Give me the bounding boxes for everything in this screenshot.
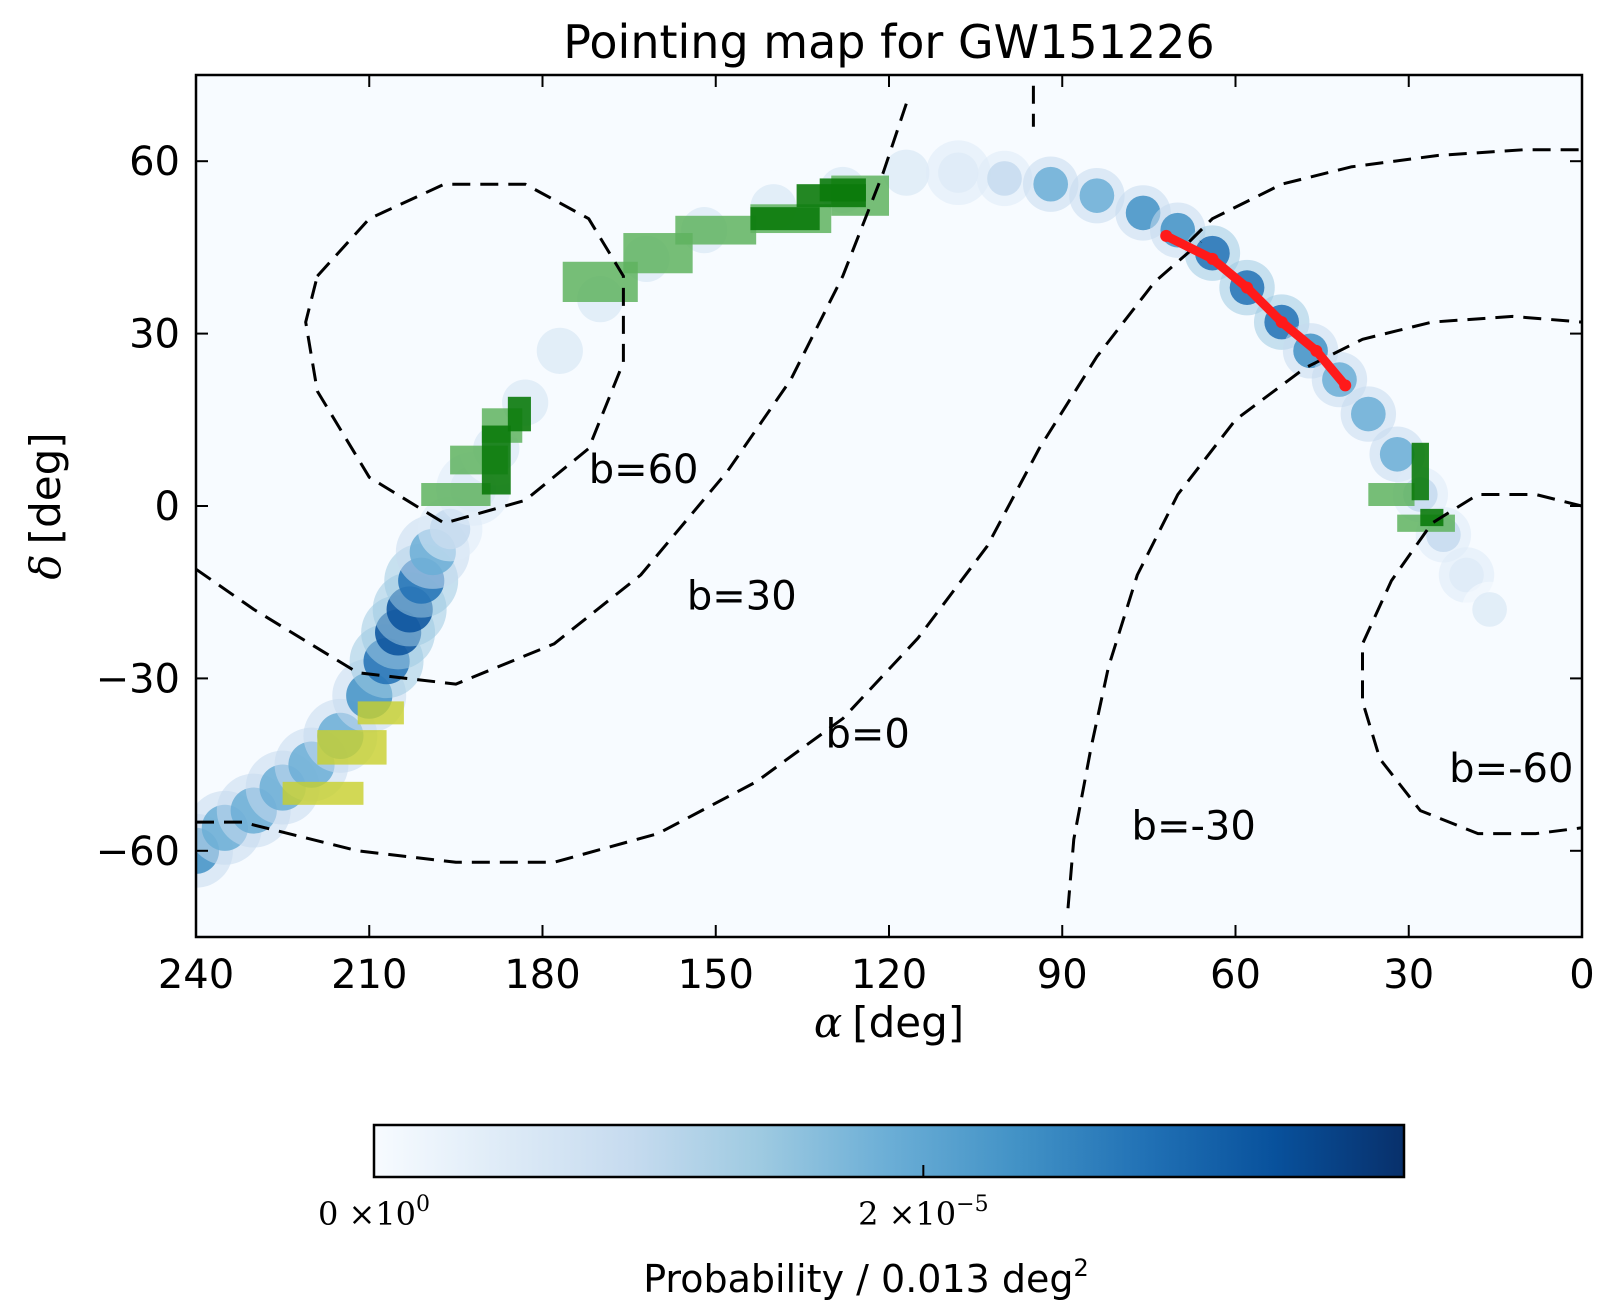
red-track-point xyxy=(1160,229,1173,242)
contour-labels: b=60 b=30 b=0 b=-30 b=-60 xyxy=(589,447,1574,849)
red-track-point xyxy=(1206,252,1219,265)
x-tick-label: 120 xyxy=(851,952,927,998)
colorbar-ticks: 0 ×100 2 ×10−5 xyxy=(318,1165,989,1233)
pointing-tile xyxy=(819,178,866,202)
colorbar xyxy=(372,1123,1406,1179)
colorbar-label-main: Probability / 0.013 deg xyxy=(643,1257,1073,1301)
contour-line xyxy=(1361,493,1582,836)
colorbar-tick-label: 2 ×10−5 xyxy=(858,1192,989,1233)
x-axis: 240 210 180 150 120 90 60 30 0 xyxy=(158,75,1595,998)
band-point xyxy=(1079,178,1115,214)
x-tick-label: 180 xyxy=(504,952,580,998)
band-point xyxy=(536,327,583,374)
galactic-latitude-contours xyxy=(196,75,1582,909)
x-axis-symbol: α xyxy=(814,998,842,1047)
red-tiling-track xyxy=(1160,229,1352,392)
telescope-pointings xyxy=(282,175,1455,805)
x-tick-label: 210 xyxy=(331,952,407,998)
red-track-point xyxy=(1275,316,1288,329)
y-axis: 60 30 0 −30 −60 xyxy=(96,139,1582,875)
band-point xyxy=(1351,396,1386,432)
contour-label: b=0 xyxy=(825,711,909,757)
y-tick-label: 0 xyxy=(155,484,180,530)
pointing-tile xyxy=(317,730,387,765)
pointing-tile xyxy=(1368,483,1415,506)
y-axis-unit: [deg] xyxy=(21,432,70,544)
band-point xyxy=(1379,436,1415,472)
x-tick-label: 240 xyxy=(158,952,234,998)
x-tick-label: 150 xyxy=(678,952,754,998)
x-axis-unit: [deg] xyxy=(852,998,964,1047)
pointing-tile xyxy=(750,207,820,231)
pointing-tile xyxy=(282,781,364,805)
band-point xyxy=(987,161,1022,196)
x-tick-label: 30 xyxy=(1383,952,1434,998)
contour-label: b=30 xyxy=(687,573,797,619)
x-axis-label: α [deg] xyxy=(814,998,964,1047)
pointing-tile xyxy=(507,396,531,432)
band-point xyxy=(938,152,979,193)
red-track-point xyxy=(1310,344,1323,357)
colorbar-tick-label: 0 ×100 xyxy=(318,1192,430,1233)
red-track-point xyxy=(1241,281,1254,294)
y-tick-label: 30 xyxy=(129,312,180,358)
band-point xyxy=(1033,166,1069,202)
contour-line xyxy=(1066,314,1582,909)
chart-title: Pointing map for GW151226 xyxy=(563,15,1214,69)
pointing-tile xyxy=(1420,508,1444,527)
contour-line xyxy=(304,182,625,525)
pointing-tile xyxy=(481,425,511,495)
contour-line xyxy=(196,240,1202,864)
contour-label: b=-60 xyxy=(1449,746,1573,792)
contour-label: b=-30 xyxy=(1132,803,1256,849)
contour-line xyxy=(196,103,908,686)
pointing-tile xyxy=(357,701,404,725)
x-tick-label: 60 xyxy=(1210,952,1261,998)
x-tick-label: 0 xyxy=(1569,952,1594,998)
plot-area xyxy=(196,75,1582,909)
red-track-line xyxy=(1161,231,1350,390)
contour-line xyxy=(1188,148,1582,243)
y-tick-label: −60 xyxy=(96,829,180,875)
band-point xyxy=(1449,557,1484,593)
pointing-tile xyxy=(675,215,757,245)
band-point xyxy=(883,149,930,196)
x-tick-label: 90 xyxy=(1037,952,1088,998)
y-axis-symbol: δ xyxy=(21,554,70,579)
colorbar-label-sup: 2 xyxy=(1074,1254,1089,1282)
pointing-tile xyxy=(1411,442,1429,501)
red-track-point xyxy=(1339,379,1352,392)
contour-label: b=60 xyxy=(589,447,699,493)
pointing-tile xyxy=(421,483,491,506)
y-tick-label: 60 xyxy=(129,139,180,185)
y-axis-label: δ [deg] xyxy=(21,432,70,579)
band-point xyxy=(1472,592,1507,627)
colorbar-label: Probability / 0.013 deg2 xyxy=(643,1254,1089,1301)
y-tick-label: −30 xyxy=(96,656,180,702)
